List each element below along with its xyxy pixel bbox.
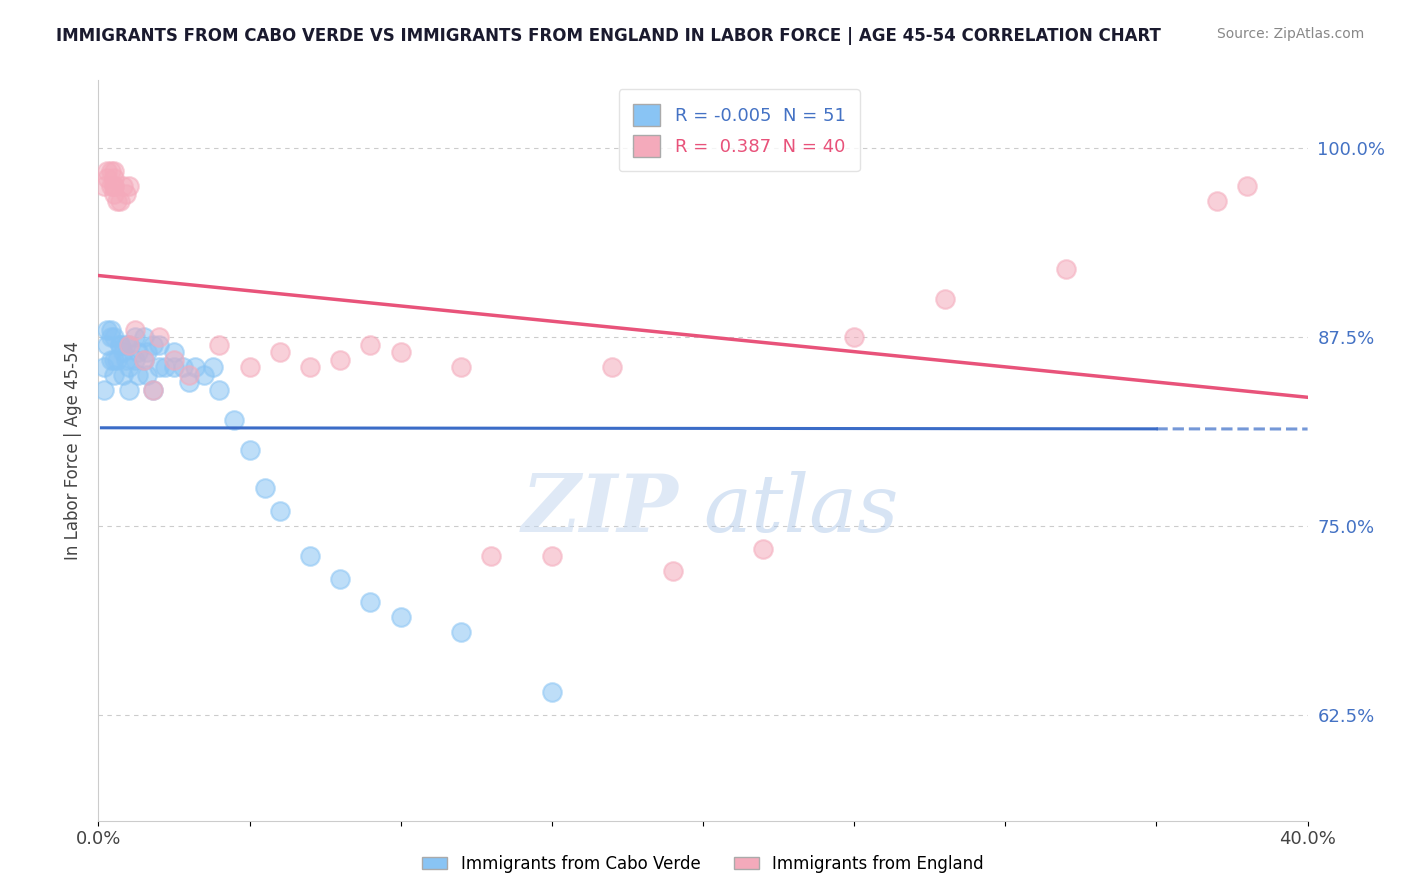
Point bbox=[100, 164, 122, 178]
Point bbox=[239, 443, 262, 458]
Point bbox=[127, 345, 149, 359]
Text: IMMIGRANTS FROM CABO VERDE VS IMMIGRANTS FROM ENGLAND IN LABOR FORCE | AGE 45-54: IMMIGRANTS FROM CABO VERDE VS IMMIGRANTS… bbox=[56, 27, 1161, 45]
Point bbox=[108, 194, 131, 209]
Point bbox=[132, 352, 155, 367]
Legend: R = -0.005  N = 51, R =  0.387  N = 40: R = -0.005 N = 51, R = 0.387 N = 40 bbox=[619, 89, 860, 171]
Point bbox=[142, 337, 165, 351]
Point bbox=[1206, 194, 1229, 209]
Point bbox=[108, 337, 131, 351]
Point bbox=[239, 360, 262, 375]
Point bbox=[93, 179, 115, 194]
Point bbox=[450, 360, 472, 375]
Point bbox=[481, 549, 503, 564]
Point bbox=[148, 360, 170, 375]
Point bbox=[135, 345, 157, 359]
Point bbox=[103, 368, 125, 382]
Point bbox=[124, 352, 146, 367]
Point bbox=[118, 383, 141, 397]
Point bbox=[124, 330, 146, 344]
Point bbox=[114, 186, 136, 201]
Point bbox=[132, 352, 155, 367]
Text: ZIP: ZIP bbox=[522, 471, 679, 549]
Point bbox=[389, 609, 412, 624]
Text: atlas: atlas bbox=[703, 471, 898, 549]
Point bbox=[118, 337, 141, 351]
Point bbox=[142, 383, 165, 397]
Point bbox=[208, 337, 231, 351]
Point bbox=[269, 345, 291, 359]
Point bbox=[1054, 262, 1077, 277]
Point bbox=[103, 352, 125, 367]
Point bbox=[202, 360, 225, 375]
Point bbox=[103, 179, 125, 194]
Point bbox=[602, 360, 624, 375]
Point bbox=[329, 352, 352, 367]
Point bbox=[224, 413, 246, 427]
Point bbox=[111, 179, 134, 194]
Point bbox=[111, 368, 134, 382]
Point bbox=[100, 179, 122, 194]
Point bbox=[1236, 179, 1258, 194]
Point bbox=[118, 337, 141, 351]
Point bbox=[135, 368, 157, 382]
Point bbox=[142, 383, 165, 397]
Text: Source: ZipAtlas.com: Source: ZipAtlas.com bbox=[1216, 27, 1364, 41]
Point bbox=[163, 352, 186, 367]
Point bbox=[127, 368, 149, 382]
Point bbox=[184, 360, 207, 375]
Point bbox=[208, 383, 231, 397]
Point bbox=[96, 171, 118, 186]
Point bbox=[114, 352, 136, 367]
Point bbox=[105, 352, 128, 367]
Point bbox=[329, 572, 352, 586]
Point bbox=[389, 345, 412, 359]
Point bbox=[179, 368, 201, 382]
Point bbox=[148, 330, 170, 344]
Point bbox=[103, 186, 125, 201]
Point bbox=[540, 685, 562, 699]
Point bbox=[124, 322, 146, 336]
Point bbox=[100, 352, 122, 367]
Point bbox=[93, 383, 115, 397]
Point bbox=[118, 360, 141, 375]
Point bbox=[103, 171, 125, 186]
Point bbox=[661, 565, 683, 579]
Point bbox=[103, 330, 125, 344]
Point bbox=[540, 549, 562, 564]
Point bbox=[148, 337, 170, 351]
Point bbox=[450, 624, 472, 639]
Point bbox=[163, 345, 186, 359]
Point bbox=[179, 376, 201, 390]
Point bbox=[153, 360, 176, 375]
Point bbox=[96, 322, 118, 336]
Point bbox=[193, 368, 215, 382]
Point bbox=[299, 360, 322, 375]
Point bbox=[299, 549, 322, 564]
Point bbox=[844, 330, 866, 344]
Point bbox=[111, 345, 134, 359]
Point bbox=[100, 322, 122, 336]
Point bbox=[103, 179, 125, 194]
Point bbox=[93, 360, 115, 375]
Point bbox=[100, 330, 122, 344]
Point bbox=[163, 360, 186, 375]
Point bbox=[96, 337, 118, 351]
Point bbox=[114, 337, 136, 351]
Point bbox=[103, 164, 125, 178]
Point bbox=[752, 541, 775, 556]
Point bbox=[108, 337, 131, 351]
Point bbox=[96, 164, 118, 178]
Point bbox=[132, 330, 155, 344]
Point bbox=[360, 337, 382, 351]
Point bbox=[172, 360, 194, 375]
Point bbox=[269, 504, 291, 518]
Y-axis label: In Labor Force | Age 45-54: In Labor Force | Age 45-54 bbox=[63, 341, 82, 560]
Point bbox=[118, 179, 141, 194]
Point bbox=[360, 594, 382, 608]
Legend: Immigrants from Cabo Verde, Immigrants from England: Immigrants from Cabo Verde, Immigrants f… bbox=[416, 848, 990, 880]
Point bbox=[105, 194, 128, 209]
Point bbox=[253, 481, 276, 495]
Point bbox=[934, 293, 956, 307]
